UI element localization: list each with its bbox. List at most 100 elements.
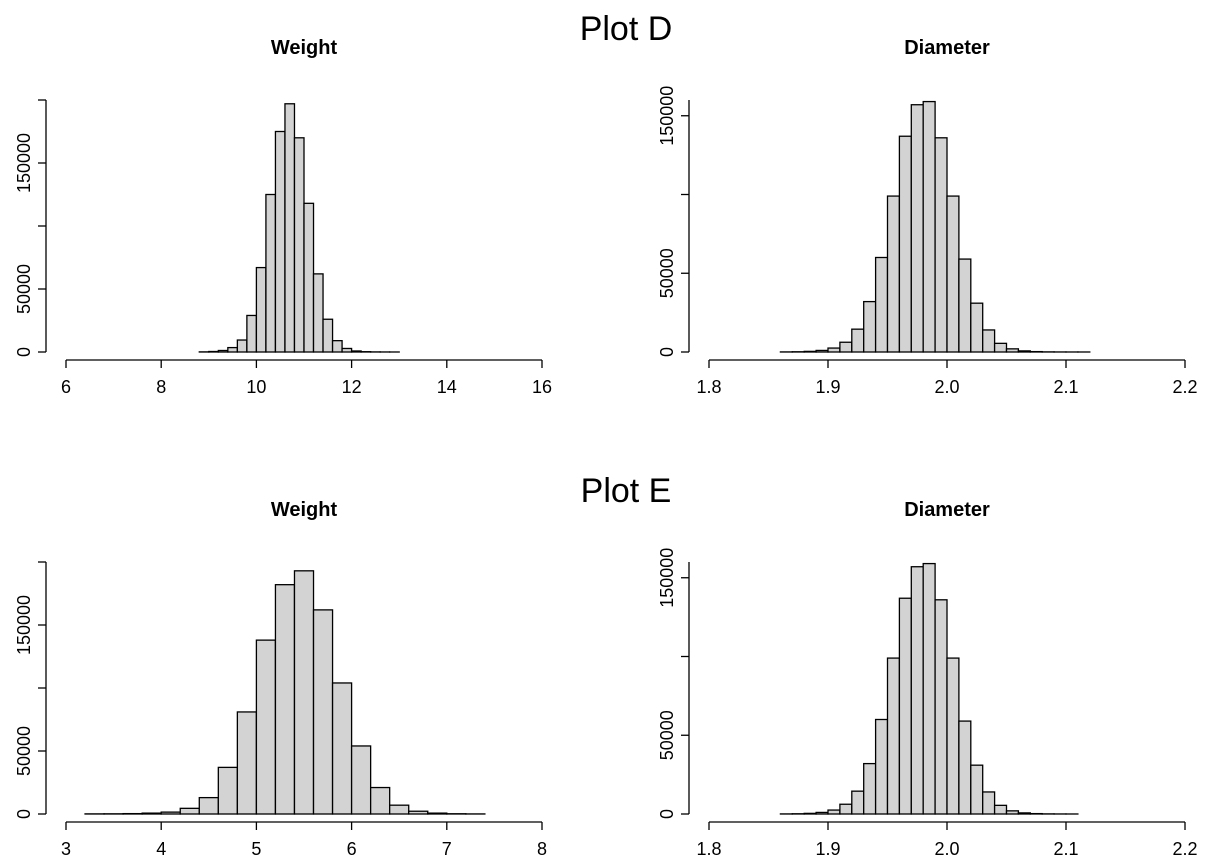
x-tick-label: 2.0 xyxy=(934,839,959,859)
histogram-bar xyxy=(352,746,371,814)
histogram-bar xyxy=(256,268,266,352)
histogram-bar xyxy=(923,564,935,814)
x-tick-label: 1.8 xyxy=(696,839,721,859)
panel-diameter-plot-d: Diameter 1.8 1.9 2.0 2.1 2.2 0 50000 150000 xyxy=(657,37,1198,397)
histogram-bar xyxy=(864,764,876,814)
histogram-bar xyxy=(935,600,947,814)
y-tick-label: 50000 xyxy=(14,264,34,314)
histogram-bar xyxy=(1018,813,1030,814)
histogram-bar xyxy=(218,767,237,814)
histogram-bar xyxy=(1018,351,1030,352)
y-tick-label: 150000 xyxy=(657,548,677,608)
x-tick-label: 2.2 xyxy=(1172,377,1197,397)
x-tick-label: 4 xyxy=(156,839,166,859)
y-tick-label: 0 xyxy=(657,809,677,819)
histogram-bar xyxy=(294,571,313,814)
histogram-bar xyxy=(983,330,995,352)
x-tick-label: 2.1 xyxy=(1053,377,1078,397)
histogram-bar xyxy=(237,712,256,814)
histogram-bar xyxy=(247,315,257,352)
x-tick-label: 1.8 xyxy=(696,377,721,397)
histogram-bar xyxy=(180,808,199,814)
y-tick-label: 0 xyxy=(14,347,34,357)
histogram-bar xyxy=(947,196,959,352)
histogram-bar xyxy=(218,350,228,352)
group-title-top: Plot D xyxy=(580,10,673,48)
x-tick-label: 5 xyxy=(251,839,261,859)
histogram-bar xyxy=(237,340,247,352)
x-tick-label: 8 xyxy=(537,839,547,859)
y-tick-label: 150000 xyxy=(14,133,34,193)
histogram-bar xyxy=(864,302,876,352)
histogram-bar xyxy=(935,138,947,352)
histogram-bar xyxy=(888,658,900,814)
histogram-bar xyxy=(314,274,324,352)
histogram-bar xyxy=(304,203,314,352)
histogram-bar xyxy=(804,351,816,352)
y-tick-label: 150000 xyxy=(657,86,677,146)
x-tick-label: 1.9 xyxy=(815,377,840,397)
histogram-bar xyxy=(995,343,1007,352)
histogram-bar xyxy=(828,348,840,352)
histogram-bar xyxy=(1007,349,1019,352)
x-tick-label: 6 xyxy=(347,839,357,859)
panel-weight-plot-d: Weight 6 8 10 12 14 16 0 50000 150000 xyxy=(14,37,552,397)
y-tick-label: 150000 xyxy=(14,595,34,655)
histogram-bar xyxy=(911,567,923,814)
histogram-bar xyxy=(876,258,888,353)
histogram-bar xyxy=(816,350,828,352)
x-tick-label: 3 xyxy=(61,839,71,859)
histogram-bar xyxy=(275,132,285,353)
histogram-bar xyxy=(971,765,983,814)
histogram-bar xyxy=(256,640,275,814)
x-tick-label: 1.9 xyxy=(815,839,840,859)
x-tick-label: 7 xyxy=(442,839,452,859)
histogram-bar xyxy=(428,813,447,814)
histogram-bar xyxy=(804,813,816,814)
y-tick-label: 0 xyxy=(657,347,677,357)
histogram-bar xyxy=(294,138,304,352)
x-tick-label: 16 xyxy=(532,377,552,397)
x-tick-label: 10 xyxy=(246,377,266,397)
histogram-bar xyxy=(209,352,219,353)
y-tick-label: 50000 xyxy=(14,726,34,776)
y-tick-label: 50000 xyxy=(657,248,677,298)
histogram-bar xyxy=(816,812,828,814)
histogram-bar xyxy=(840,804,852,814)
histogram-bar xyxy=(983,792,995,814)
histogram-bar xyxy=(323,319,333,352)
histogram-bar xyxy=(828,810,840,814)
histogram-bar xyxy=(911,105,923,352)
histogram-bar xyxy=(199,798,218,814)
histogram-bar xyxy=(333,683,352,814)
histogram-bar xyxy=(342,348,352,352)
x-tick-label: 2.1 xyxy=(1053,839,1078,859)
histogram-bar xyxy=(275,585,294,814)
histogram-bar xyxy=(333,341,343,352)
histogram-bar xyxy=(371,788,390,814)
histogram-bar xyxy=(161,812,180,814)
histogram-bar xyxy=(352,351,362,352)
x-tick-label: 14 xyxy=(437,377,457,397)
panel-title: Diameter xyxy=(904,37,990,59)
histogram-bar xyxy=(266,195,276,353)
x-tick-label: 8 xyxy=(156,377,166,397)
histogram-bar xyxy=(876,720,888,815)
group-title-bottom: Plot E xyxy=(581,472,672,510)
y-tick-label: 0 xyxy=(14,809,34,819)
histogram-bar xyxy=(1007,811,1019,814)
histogram-bar xyxy=(971,303,983,352)
histogram-bar xyxy=(852,791,864,814)
histogram-bar xyxy=(228,348,238,352)
panel-title: Diameter xyxy=(904,499,990,521)
histogram-bar xyxy=(995,805,1007,814)
histogram-bar xyxy=(409,811,428,814)
histogram-bar xyxy=(959,721,971,814)
panel-title: Weight xyxy=(271,499,338,521)
x-tick-label: 2.2 xyxy=(1172,839,1197,859)
histogram-bar xyxy=(852,329,864,352)
histogram-bar xyxy=(390,805,409,814)
y-tick-label: 50000 xyxy=(657,710,677,760)
histogram-bar xyxy=(285,104,295,352)
panel-title: Weight xyxy=(271,37,338,59)
